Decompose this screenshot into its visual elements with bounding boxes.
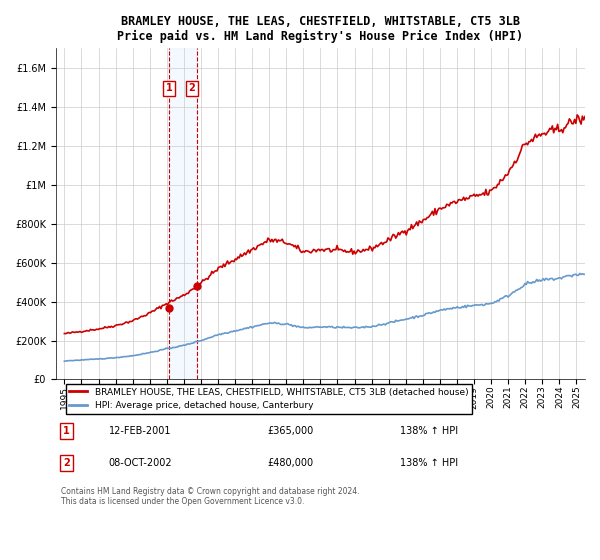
Text: 2: 2 xyxy=(188,83,195,93)
Legend: BRAMLEY HOUSE, THE LEAS, CHESTFIELD, WHITSTABLE, CT5 3LB (detached house), HPI: : BRAMLEY HOUSE, THE LEAS, CHESTFIELD, WHI… xyxy=(65,384,472,414)
Text: £480,000: £480,000 xyxy=(268,458,314,468)
Bar xyxy=(169,49,197,380)
Text: 138% ↑ HPI: 138% ↑ HPI xyxy=(400,458,458,468)
Text: 12-FEB-2001: 12-FEB-2001 xyxy=(109,426,171,436)
Text: 138% ↑ HPI: 138% ↑ HPI xyxy=(400,426,458,436)
Text: 2: 2 xyxy=(63,458,70,468)
Text: 08-OCT-2002: 08-OCT-2002 xyxy=(109,458,172,468)
Text: £365,000: £365,000 xyxy=(268,426,314,436)
Title: BRAMLEY HOUSE, THE LEAS, CHESTFIELD, WHITSTABLE, CT5 3LB
Price paid vs. HM Land : BRAMLEY HOUSE, THE LEAS, CHESTFIELD, WHI… xyxy=(118,15,523,43)
Text: Contains HM Land Registry data © Crown copyright and database right 2024.
This d: Contains HM Land Registry data © Crown c… xyxy=(61,487,359,506)
Text: 1: 1 xyxy=(63,426,70,436)
Text: 1: 1 xyxy=(166,83,172,93)
